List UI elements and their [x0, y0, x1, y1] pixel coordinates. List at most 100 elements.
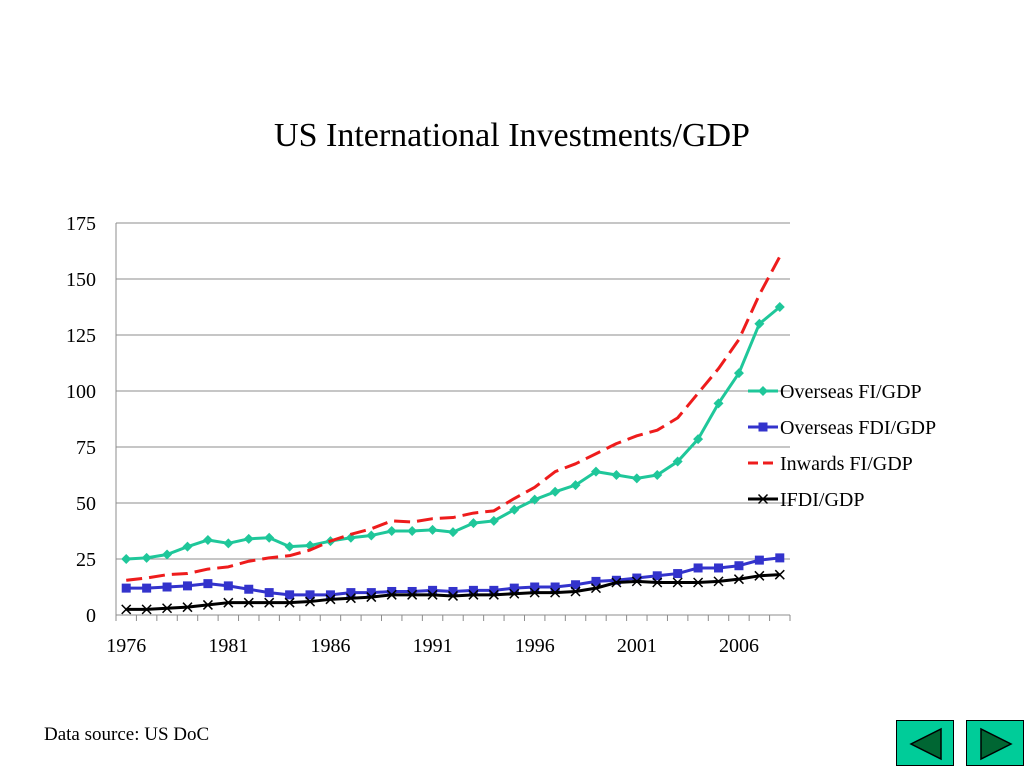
data-point-overseas-fdi-gdp: [468, 585, 478, 595]
y-tick-label: 175: [66, 213, 96, 235]
data-point-ifdi-gdp: [611, 577, 622, 588]
data-point-ifdi-gdp: [325, 594, 336, 605]
data-point-ifdi-gdp: [754, 570, 765, 581]
data-point-ifdi-gdp: [386, 589, 397, 600]
data-point-overseas-fi-gdp: [366, 530, 377, 541]
data-point-overseas-fdi-gdp: [571, 580, 581, 590]
data-point-overseas-fi-gdp: [407, 526, 418, 536]
data-point-overseas-fi-gdp: [468, 518, 479, 529]
data-point-overseas-fdi-gdp: [346, 588, 356, 598]
x-marker-stroke: [325, 594, 336, 605]
data-point-overseas-fdi-gdp: [428, 585, 438, 595]
data-point-ifdi-gdp: [468, 589, 479, 600]
data-point-ifdi-gdp: [345, 593, 356, 604]
data-point-overseas-fdi-gdp: [162, 582, 172, 592]
x-marker-stroke: [264, 597, 275, 608]
data-point-overseas-fdi-gdp: [264, 588, 274, 598]
x-marker-stroke: [631, 576, 642, 587]
data-point-ifdi-gdp: [672, 577, 683, 588]
data-point-ifdi-gdp: [141, 604, 152, 615]
data-point-ifdi-gdp: [182, 602, 193, 613]
legend-label-ifdi-gdp: IFDI/GDP: [780, 489, 864, 511]
data-point-overseas-fdi-gdp: [673, 569, 683, 579]
series-line-inwards-fi-gdp: [126, 255, 782, 582]
legend-label-overseas-fi-gdp: Overseas FI/GDP: [780, 381, 922, 403]
data-point-ifdi-gdp: [264, 597, 275, 608]
chart-title: US International Investments/GDP: [274, 117, 750, 154]
data-point-overseas-fdi-gdp: [182, 581, 192, 591]
data-point-ifdi-gdp: [366, 592, 377, 603]
data-source-note: Data source: US DoC: [44, 724, 210, 745]
triangle-right-icon: [980, 727, 1013, 761]
data-point-overseas-fi-gdp: [141, 552, 152, 563]
x-marker-stroke: [652, 577, 663, 588]
data-point-overseas-fdi-gdp: [693, 563, 703, 573]
x-marker-stroke: [243, 597, 254, 608]
x-marker-stroke: [570, 586, 581, 597]
legend-label-inwards-fi-gdp: Inwards FI/GDP: [780, 453, 913, 475]
x-marker-stroke: [754, 570, 765, 581]
data-point-overseas-fi-gdp: [162, 549, 173, 560]
data-point-overseas-fdi-gdp: [223, 581, 233, 591]
x-marker-stroke: [529, 587, 540, 598]
data-point-overseas-fi-gdp: [693, 434, 704, 445]
x-marker-stroke: [386, 589, 397, 600]
data-point-ifdi-gdp: [529, 587, 540, 598]
data-point-overseas-fi-gdp: [243, 533, 254, 544]
data-point-overseas-fdi-gdp: [550, 582, 560, 592]
x-marker-stroke: [366, 592, 377, 603]
x-marker-stroke: [141, 604, 152, 615]
series-area: [121, 255, 785, 615]
data-point-ifdi-gdp: [427, 589, 438, 600]
data-point-ifdi-gdp: [447, 590, 459, 601]
data-point-ifdi-gdp: [774, 569, 785, 580]
x-marker-stroke: [550, 587, 561, 598]
y-tick-label: 75: [76, 437, 96, 459]
y-tick-label: 50: [76, 493, 96, 515]
next-slide-button[interactable]: [966, 720, 1024, 766]
data-point-ifdi-gdp: [121, 604, 132, 615]
x-tick-label: 1996: [515, 635, 555, 657]
series-line-overseas-fi-gdp: [126, 305, 781, 561]
data-point-ifdi-gdp: [733, 574, 744, 585]
data-point-overseas-fi-gdp: [570, 480, 581, 491]
data-point-overseas-fdi-gdp: [489, 585, 499, 595]
x-marker-stroke: [713, 576, 724, 587]
data-point-overseas-fdi-gdp: [530, 582, 540, 592]
x-marker-stroke: [202, 599, 213, 610]
data-point-overseas-fdi-gdp: [652, 571, 662, 581]
data-point-overseas-fdi-gdp: [203, 579, 213, 589]
data-point-overseas-fi-gdp: [284, 541, 295, 552]
data-point-overseas-fi-gdp: [652, 470, 663, 480]
data-point-overseas-fdi-gdp: [325, 590, 335, 600]
data-point-overseas-fi-gdp: [121, 554, 132, 564]
previous-slide-button[interactable]: [896, 720, 954, 766]
data-point-ifdi-gdp: [407, 589, 418, 600]
axes: 0 25 50 75 100 125 150 175 1976 1981 1986 1991 1996 2…: [66, 213, 791, 657]
data-point-overseas-fdi-gdp: [305, 590, 315, 600]
data-point-overseas-fdi-gdp: [285, 590, 295, 600]
data-point-ifdi-gdp: [284, 597, 295, 608]
x-marker-stroke: [407, 589, 418, 600]
data-point-overseas-fi-gdp: [733, 368, 744, 379]
data-point-overseas-fdi-gdp: [387, 586, 397, 596]
data-point-overseas-fdi-gdp: [611, 575, 621, 585]
data-point-overseas-fi-gdp: [448, 527, 458, 538]
data-point-overseas-fdi-gdp: [244, 584, 254, 594]
data-point-overseas-fdi-gdp: [121, 583, 131, 593]
data-point-overseas-fi-gdp: [202, 534, 213, 545]
data-point-ifdi-gdp: [693, 577, 704, 588]
data-point-overseas-fi-gdp: [223, 538, 234, 549]
x-tick-label: 1976: [106, 635, 146, 657]
legend-marker-ifdi-gdp: [757, 493, 769, 505]
x-marker-stroke: [284, 597, 295, 608]
data-point-overseas-fdi-gdp: [366, 588, 376, 598]
data-point-ifdi-gdp: [631, 576, 642, 587]
data-point-overseas-fi-gdp: [427, 524, 438, 535]
legend-marker-overseas-fdi-gdp: [758, 422, 768, 432]
data-point-ifdi-gdp: [488, 589, 499, 600]
data-point-overseas-fi-gdp: [672, 456, 683, 467]
x-marker-stroke: [733, 574, 744, 585]
y-tick-label: 125: [66, 325, 96, 347]
data-point-overseas-fi-gdp: [509, 504, 520, 515]
